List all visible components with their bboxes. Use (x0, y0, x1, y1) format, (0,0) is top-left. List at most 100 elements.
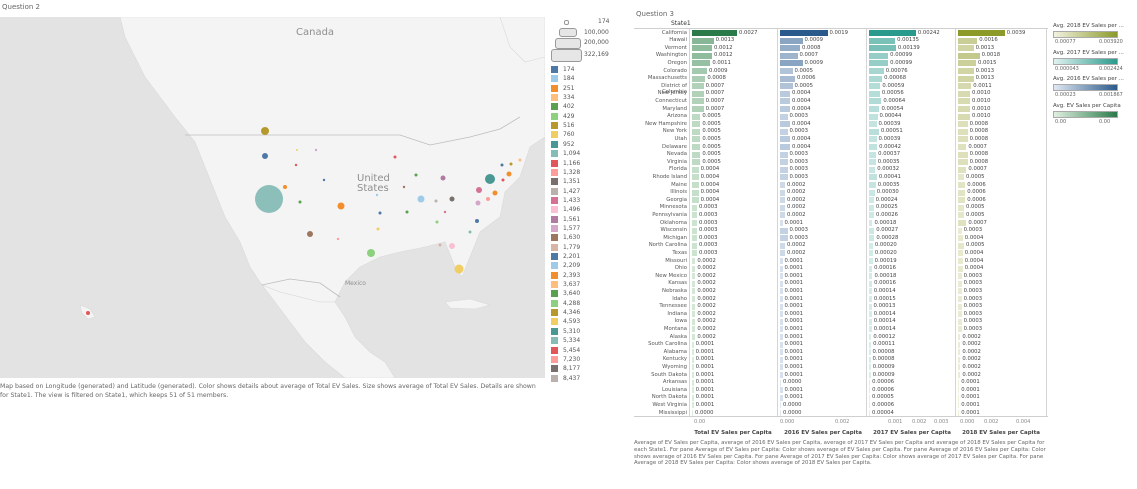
bar-3[interactable] (869, 174, 877, 181)
state-circle-maine[interactable] (518, 158, 522, 162)
state-circle-new-hampshire[interactable] (509, 162, 513, 166)
bar-4[interactable] (958, 37, 978, 44)
bar-2[interactable] (780, 159, 788, 166)
bar-1[interactable] (692, 280, 696, 287)
bar-4[interactable] (958, 258, 963, 264)
color-legend-item[interactable]: 1,779 (551, 243, 580, 252)
bar-3[interactable] (869, 311, 872, 318)
bar-1[interactable] (692, 98, 704, 105)
bar-2[interactable] (780, 273, 783, 280)
bar-4[interactable] (958, 364, 961, 371)
bar-4[interactable] (958, 106, 970, 112)
state-circle-massachusetts[interactable] (506, 171, 512, 177)
bar-2[interactable] (780, 265, 783, 272)
color-legend-item[interactable]: 334 (551, 93, 574, 102)
bar-2[interactable] (780, 318, 783, 325)
color-legend-item[interactable]: 2,209 (551, 261, 580, 270)
bar-1[interactable] (692, 60, 711, 67)
bar-4[interactable] (958, 265, 963, 272)
bar-4[interactable] (958, 311, 962, 318)
bar-2[interactable] (780, 52, 798, 59)
bar-2[interactable] (780, 197, 785, 204)
color-legend-item[interactable]: 8,177 (551, 364, 580, 373)
state-circle-florida[interactable] (454, 264, 464, 274)
bar-1[interactable] (692, 106, 704, 112)
bar-3[interactable] (869, 182, 876, 188)
bar-4[interactable] (958, 174, 964, 181)
state-circle-colorado[interactable] (337, 202, 345, 210)
bar-1[interactable] (692, 144, 701, 150)
bar-1[interactable] (692, 402, 694, 409)
state-circle-wisconsin[interactable] (414, 173, 418, 177)
bar-4[interactable] (958, 402, 960, 409)
bar-4[interactable] (958, 121, 968, 128)
bar-3[interactable] (869, 318, 872, 325)
state-circle-alabama[interactable] (438, 243, 442, 247)
bar-3[interactable] (869, 121, 877, 128)
color-legend-item[interactable]: 402 (551, 102, 574, 111)
state-circle-california[interactable] (255, 185, 283, 213)
bar-1[interactable] (692, 250, 697, 257)
color-legend-item[interactable]: 1,433 (551, 196, 580, 205)
bar-1[interactable] (692, 379, 694, 386)
bar-1[interactable] (692, 227, 697, 234)
bar-2[interactable] (780, 379, 781, 386)
state-circle-washington[interactable] (261, 127, 269, 135)
bar-4[interactable] (958, 296, 962, 302)
bar-2[interactable] (780, 227, 788, 234)
bar-1[interactable] (692, 349, 694, 356)
bar-2[interactable] (780, 250, 785, 257)
bar-3[interactable] (869, 98, 882, 105)
bar-4[interactable] (958, 341, 961, 348)
bar-2[interactable] (780, 235, 788, 242)
bar-3[interactable] (869, 341, 872, 348)
bar-2[interactable] (780, 128, 788, 135)
bar-2[interactable] (780, 296, 783, 302)
state-circle-idaho[interactable] (294, 163, 298, 167)
color-legend-item[interactable]: 8,437 (551, 374, 580, 383)
bar-3[interactable] (869, 189, 875, 196)
state-circle-maryland[interactable] (486, 197, 490, 201)
bar-1[interactable] (692, 220, 697, 226)
bar-3[interactable] (869, 334, 872, 340)
bar-3[interactable] (869, 52, 889, 59)
state-circle-nebraska[interactable] (375, 193, 379, 197)
color-legend-item[interactable]: 5,334 (551, 336, 580, 345)
bar-3[interactable] (869, 349, 871, 356)
bar-4[interactable] (958, 303, 962, 310)
bar-4[interactable] (958, 144, 967, 150)
bar-2[interactable] (780, 189, 785, 196)
bar-4[interactable] (958, 75, 974, 82)
bar-1[interactable] (692, 410, 693, 416)
bar-3[interactable] (869, 235, 875, 242)
bar-1[interactable] (692, 334, 696, 340)
bar-1[interactable] (692, 182, 699, 188)
bar-2[interactable] (780, 68, 793, 74)
color-legend-item[interactable]: 1,561 (551, 215, 580, 224)
state-circle-oregon[interactable] (262, 153, 268, 159)
color-legend-item[interactable]: 2,393 (551, 271, 580, 280)
bar-2[interactable] (780, 242, 785, 249)
bar-2[interactable] (780, 280, 783, 287)
bar-3[interactable] (869, 303, 872, 310)
bar-2[interactable] (780, 144, 790, 150)
bar-4[interactable] (958, 83, 972, 90)
state-circle-indiana[interactable] (434, 199, 438, 203)
bar-1[interactable] (692, 212, 697, 219)
bar-3[interactable] (869, 288, 872, 295)
bar-4[interactable] (958, 379, 960, 386)
bar-2[interactable] (780, 121, 790, 128)
color-legend-item[interactable]: 1,496 (551, 205, 580, 214)
bar-4[interactable] (958, 326, 962, 333)
bar-4[interactable] (958, 159, 968, 166)
bar-1[interactable] (692, 30, 737, 36)
bar-2[interactable] (780, 204, 785, 211)
bar-2[interactable] (780, 83, 793, 90)
bar-4[interactable] (958, 204, 964, 211)
state-circle-alaska[interactable] (296, 149, 298, 151)
bar-4[interactable] (958, 394, 960, 401)
bar-4[interactable] (958, 90, 970, 97)
bar-1[interactable] (692, 288, 696, 295)
bar-1[interactable] (692, 273, 696, 280)
